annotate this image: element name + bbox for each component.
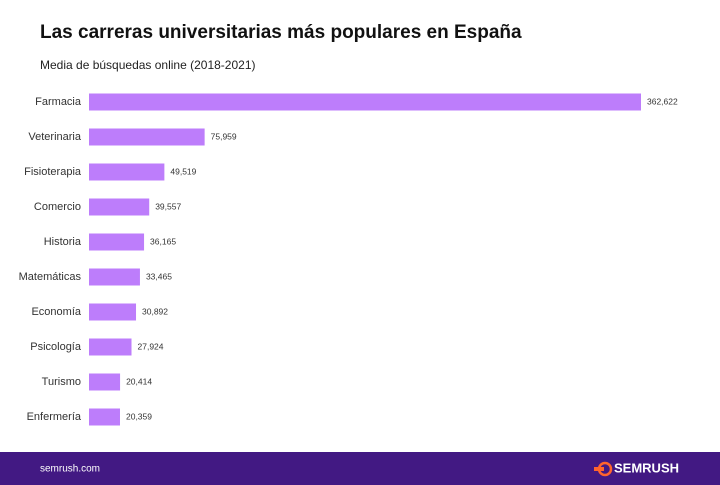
bar [89, 93, 641, 111]
category-label: Historia [44, 236, 82, 248]
bar [89, 338, 132, 356]
bar [89, 373, 121, 391]
category-label: Farmacia [35, 96, 82, 108]
chart-title: Las carreras universitarias más populare… [40, 22, 522, 43]
value-label: 39,557 [155, 201, 181, 211]
category-label: Comercio [34, 201, 81, 213]
value-label: 30,892 [142, 306, 168, 316]
chart-subtitle: Media de búsquedas online (2018-2021) [40, 58, 256, 72]
category-label: Fisioterapia [24, 166, 82, 178]
category-label: Psicología [30, 341, 82, 353]
value-label: 49,519 [170, 166, 196, 176]
footer-url: semrush.com [40, 464, 100, 475]
footer-brand: SEMRUSH [614, 460, 679, 475]
bar [89, 233, 145, 251]
bar [89, 268, 140, 286]
bar [89, 163, 165, 181]
value-label: 27,924 [138, 341, 164, 351]
value-label: 36,165 [150, 236, 176, 246]
category-label: Turismo [42, 376, 81, 388]
bar [89, 198, 150, 216]
value-label: 75,959 [211, 131, 237, 141]
value-label: 20,359 [126, 411, 152, 421]
bar [89, 408, 120, 426]
brand-logo [594, 461, 613, 477]
category-label: Enfermería [27, 411, 82, 423]
category-label: Economía [31, 306, 81, 318]
category-label: Veterinaria [28, 131, 81, 143]
value-label: 33,465 [146, 271, 172, 281]
bar [89, 128, 205, 146]
category-label: Matemáticas [19, 271, 82, 283]
bar [89, 303, 137, 321]
value-label: 362,622 [647, 96, 678, 106]
value-label: 20,414 [126, 376, 152, 386]
